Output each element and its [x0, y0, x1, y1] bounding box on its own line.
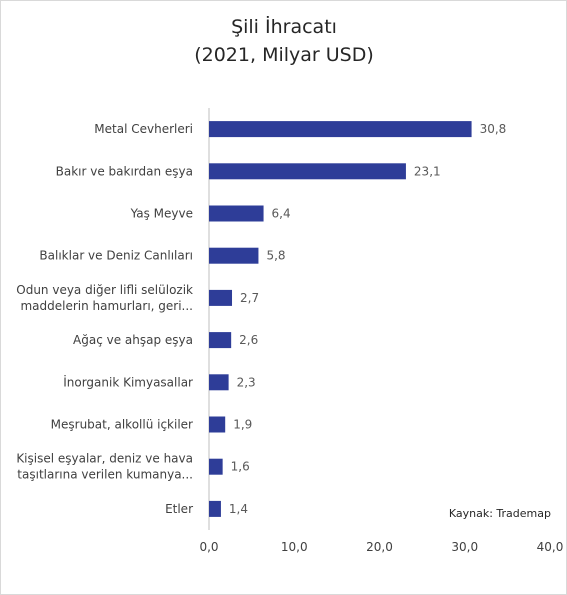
data-label: 30,8	[480, 122, 507, 136]
data-label: 2,7	[240, 291, 259, 305]
bar	[209, 500, 221, 517]
bar	[209, 416, 226, 433]
x-tick-label: 20,0	[366, 540, 393, 554]
x-tick-label: 30,0	[451, 540, 478, 554]
category-label: taşıtlarına verilen kumanya...	[17, 468, 193, 482]
chart-title-line-2: (2021, Milyar USD)	[194, 44, 374, 66]
bar	[209, 289, 233, 306]
category-label: İnorganik Kimyasallar	[63, 374, 193, 389]
data-label: 5,8	[266, 249, 285, 263]
category-label: maddelerin hamurları, geri...	[20, 299, 193, 313]
chart-title-line-1: Şili İhracatı	[231, 15, 337, 38]
bar	[209, 247, 259, 264]
data-label: 6,4	[272, 207, 291, 221]
x-tick-label: 0,0	[199, 540, 218, 554]
category-label: Yaş Meyve	[130, 207, 193, 221]
data-label: 2,6	[239, 333, 258, 347]
category-label: Ağaç ve ahşap eşya	[73, 333, 193, 347]
data-label: 1,6	[231, 460, 250, 474]
plot-area: 30,8 Metal Cevherleri 23,1 Bakır ve bakırda…	[16, 108, 563, 554]
bar	[209, 458, 223, 475]
category-label: Metal Cevherleri	[94, 122, 193, 136]
data-label: 2,3	[237, 375, 256, 389]
x-tick-label: 10,0	[281, 540, 308, 554]
source-note: Kaynak: Trademap	[449, 507, 551, 520]
category-label: Etler	[165, 502, 193, 516]
data-label: 23,1	[414, 164, 441, 178]
data-label: 1,4	[229, 502, 248, 516]
category-label: Bakır ve bakırdan eşya	[56, 164, 193, 178]
category-label: Balıklar ve Deniz Canlıları	[39, 249, 193, 263]
category-label: Kişisel eşyalar, deniz ve hava	[16, 452, 193, 466]
bar	[209, 121, 472, 138]
category-label: Meşrubat, alkollü içkiler	[51, 418, 193, 432]
bar	[209, 205, 264, 222]
data-label: 1,9	[233, 418, 252, 432]
category-label: Odun veya diğer lifli selülozik	[16, 283, 193, 297]
bar	[209, 163, 406, 180]
x-tick-label: 40,0	[537, 540, 564, 554]
bar	[209, 332, 232, 349]
bar	[209, 374, 229, 391]
